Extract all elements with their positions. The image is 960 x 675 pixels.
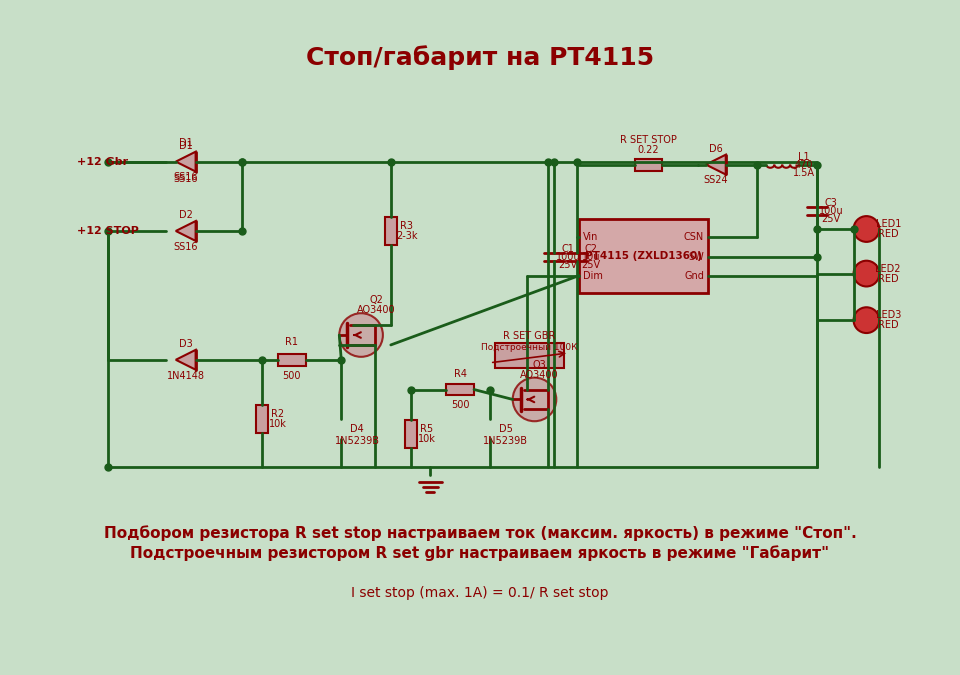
Text: 100u: 100u — [819, 206, 843, 216]
FancyBboxPatch shape — [405, 421, 417, 448]
Text: C2: C2 — [585, 244, 597, 254]
Text: 1N5239B: 1N5239B — [335, 436, 379, 446]
Text: D2: D2 — [179, 210, 193, 220]
Text: R2: R2 — [272, 409, 284, 419]
Text: 1.5A: 1.5A — [793, 167, 815, 178]
Text: Vin: Vin — [583, 232, 598, 242]
Text: +12 STOP: +12 STOP — [77, 226, 138, 236]
Text: LED3: LED3 — [876, 310, 900, 320]
Text: SW: SW — [688, 252, 704, 262]
Text: AO3400: AO3400 — [357, 305, 396, 315]
Text: RED: RED — [878, 273, 899, 284]
Text: 500: 500 — [451, 400, 469, 410]
Text: PT4115 (ZXLD1360): PT4115 (ZXLD1360) — [585, 251, 702, 261]
Text: I set stop (max. 1A) = 0.1/ R set stop: I set stop (max. 1A) = 0.1/ R set stop — [351, 586, 609, 599]
Text: SS16: SS16 — [174, 173, 198, 182]
Text: CSN: CSN — [684, 232, 704, 242]
Text: SS16: SS16 — [174, 173, 198, 184]
Text: Стоп/габарит на РТ4115: Стоп/габарит на РТ4115 — [306, 45, 654, 70]
Text: RED: RED — [878, 229, 899, 239]
Text: Dim: Dim — [583, 271, 603, 281]
Text: D1: D1 — [179, 141, 193, 151]
Text: 10k: 10k — [269, 419, 287, 429]
Text: 500: 500 — [282, 371, 301, 381]
FancyBboxPatch shape — [277, 354, 305, 366]
FancyBboxPatch shape — [256, 406, 268, 433]
Text: 25V: 25V — [582, 260, 601, 270]
Circle shape — [853, 307, 879, 333]
Polygon shape — [176, 350, 196, 370]
Text: R4: R4 — [454, 369, 467, 379]
Text: SS24: SS24 — [704, 176, 728, 186]
Polygon shape — [706, 155, 726, 175]
Text: 10u: 10u — [582, 252, 600, 262]
Text: R SET GBR: R SET GBR — [503, 331, 556, 341]
Text: 10k: 10k — [418, 434, 436, 444]
Text: 100u: 100u — [556, 252, 581, 262]
Text: R1: R1 — [285, 337, 299, 347]
Text: D5: D5 — [499, 424, 513, 434]
Text: 0.22: 0.22 — [637, 144, 660, 155]
Text: 2-3k: 2-3k — [396, 231, 418, 241]
Text: D4: D4 — [350, 424, 364, 434]
Text: R3: R3 — [400, 221, 413, 231]
FancyBboxPatch shape — [635, 159, 662, 171]
Text: D3: D3 — [179, 339, 193, 349]
Text: 1N5239B: 1N5239B — [483, 436, 528, 446]
Text: L1: L1 — [798, 152, 810, 162]
Text: C1: C1 — [562, 244, 575, 254]
Text: RED: RED — [878, 320, 899, 330]
Text: Q3: Q3 — [533, 360, 546, 370]
Text: 1N4148: 1N4148 — [167, 371, 204, 381]
FancyBboxPatch shape — [494, 343, 564, 368]
Circle shape — [513, 377, 556, 421]
Text: 25V: 25V — [559, 260, 578, 270]
Text: +12 Gbr: +12 Gbr — [77, 157, 128, 167]
Circle shape — [853, 216, 879, 242]
Polygon shape — [176, 152, 196, 171]
Text: R SET STOP: R SET STOP — [620, 135, 677, 145]
FancyBboxPatch shape — [579, 219, 708, 294]
Circle shape — [339, 313, 383, 357]
Text: Подстроечным резистором R set gbr настраиваем яркость в режиме "Габарит": Подстроечным резистором R set gbr настра… — [131, 545, 829, 561]
Text: Q2: Q2 — [369, 296, 383, 305]
Circle shape — [853, 261, 879, 286]
Text: SS16: SS16 — [174, 242, 198, 252]
Text: LED2: LED2 — [876, 264, 901, 273]
Text: 25V: 25V — [821, 214, 840, 224]
Text: Подстроечный 100К: Подстроечный 100К — [481, 344, 578, 352]
Text: Подбором резистора R set stop настраиваем ток (максим. яркость) в режиме "Стоп".: Подбором резистора R set stop настраивае… — [104, 525, 856, 541]
Text: Gnd: Gnd — [684, 271, 704, 281]
Text: D1: D1 — [179, 138, 193, 148]
FancyBboxPatch shape — [446, 383, 474, 396]
Text: C3: C3 — [825, 198, 837, 208]
Text: D6: D6 — [708, 144, 723, 154]
FancyBboxPatch shape — [385, 217, 396, 245]
Text: R5: R5 — [420, 424, 433, 434]
Text: 470: 470 — [795, 159, 813, 169]
Text: LED1: LED1 — [876, 219, 900, 229]
Text: AO3400: AO3400 — [520, 370, 559, 379]
Polygon shape — [176, 221, 196, 241]
